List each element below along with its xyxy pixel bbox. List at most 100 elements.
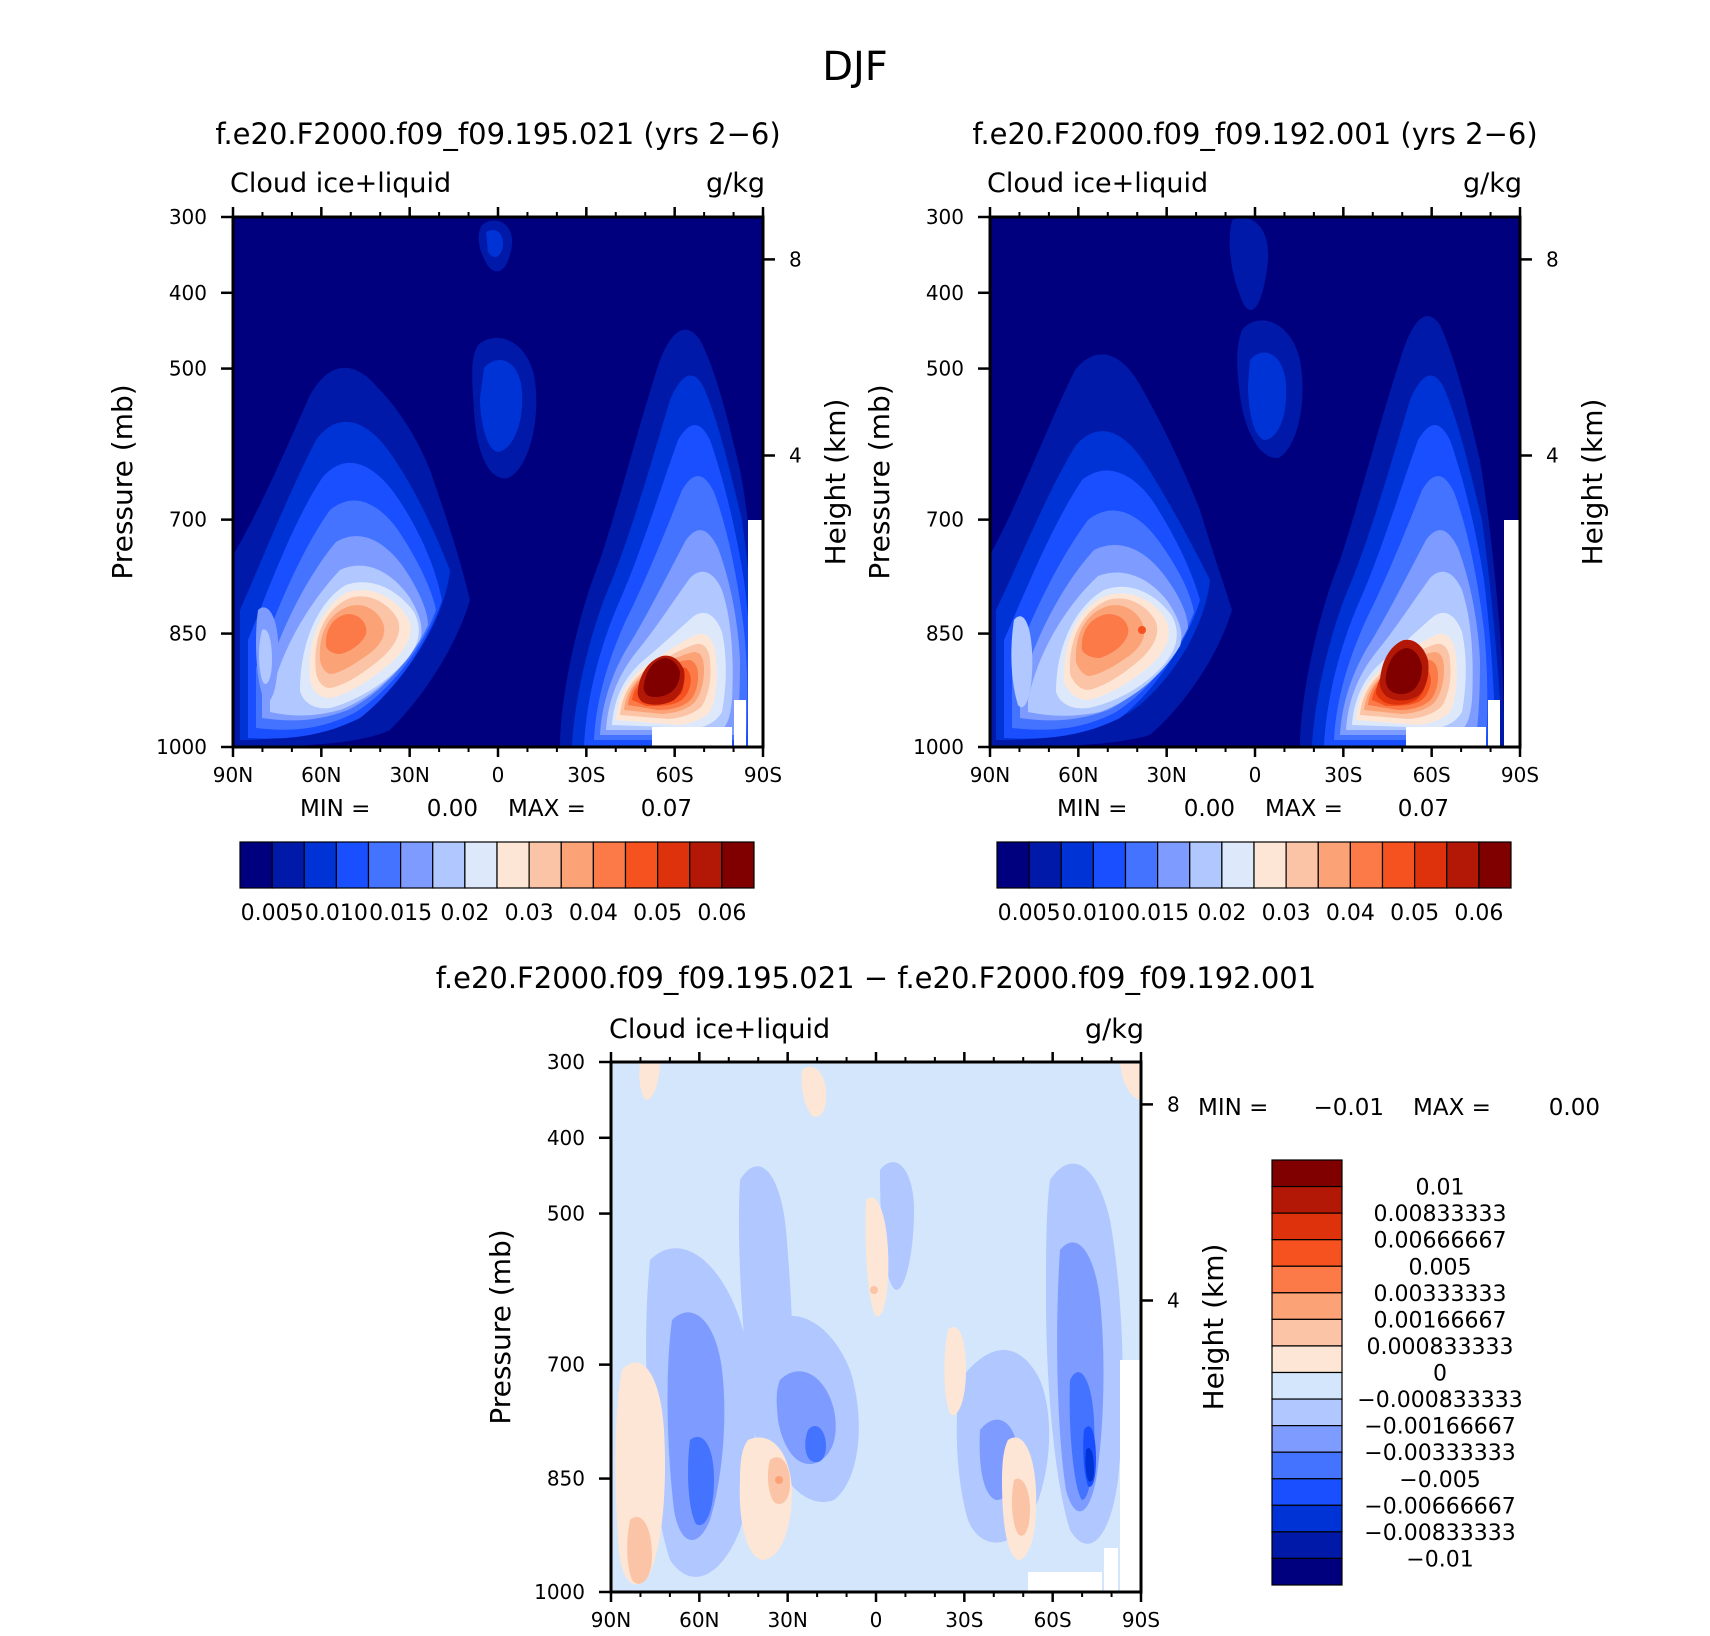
panel-3-y-tick-label: 300 [547,1050,585,1074]
panel-2-x-tick-label: 30S [1324,763,1362,787]
panel-2-title: f.e20.F2000.f09_f09.192.001 (yrs 2−6) [972,117,1537,151]
panel-2-min-value: 0.00 [1184,796,1235,822]
panel-1-colorbar-label: 0.05 [633,901,682,926]
panel-3-x-tick-label: 30N [767,1608,807,1632]
panel-3-y-axis-label: Pressure (mb) [484,1229,517,1424]
panel-2-colorbar-swatch [1317,841,1351,889]
panel-3-colorbar: 0.010.008333330.006666670.0050.003333330… [1271,1159,1523,1586]
panel-1-colorbar-swatch [464,841,498,889]
panel-1-colorbar-swatch [721,841,755,889]
panel-1-colorbar-swatch [624,841,659,889]
panel-3-colorbar-swatch [1271,1478,1343,1506]
panel-3-y-tick-label: 850 [547,1467,585,1491]
panel-2-colorbar-label: 0.02 [1197,901,1246,926]
panel-3-title: f.e20.F2000.f09_f09.195.021 − f.e20.F200… [436,961,1316,995]
panel-3-colorbar-swatch [1271,1212,1343,1241]
panel-2-colorbar-swatch [1157,841,1191,889]
panel-3-colorbar-swatch [1271,1292,1343,1320]
panel-3-max-value: 0.00 [1549,1095,1600,1121]
panel-1-colorbar-swatch [271,841,305,889]
panel-3-x-tick-label: 60N [679,1608,719,1632]
panel-3-x-tick-label: 90N [591,1608,631,1632]
panel-2-x-tick-label: 90S [1501,763,1539,787]
panel-3-colorbar-swatch [1271,1239,1343,1267]
panel-2-colorbar-label: 0.005 [998,901,1061,926]
panel-3-axes: 90N 60N 30N 0 30S 60S 90S 300 400 500 700 850 1000 8 4 [534,1050,1180,1632]
panel-3-colorbar-swatch [1271,1318,1343,1347]
panel-3-colorbar-swatch [1271,1531,1343,1560]
panel-2-max-value: 0.07 [1398,796,1449,822]
figure-title: DJF [822,44,888,90]
panel-2-x-tick-label: 30N [1146,763,1186,787]
panel-3-x-tick-label: 0 [870,1608,883,1632]
panel-3-y-tick-label: 500 [547,1202,585,1226]
panel-3-colorbar-label: −0.00166667 [1364,1415,1515,1440]
panel-1-y-tick-label: 1000 [156,735,207,759]
panel-2-x-tick-label: 0 [1249,763,1262,787]
panel-1-axes: 90N 60N 30N 0 30S 60S 90S 300 400 500 700 850 1000 8 4 [156,205,802,787]
panel-1-y-tick-label: 400 [169,281,207,305]
panel-2-colorbar-swatch [1221,841,1255,889]
panel-2-colorbar-swatch [1092,841,1127,889]
panel-1-colorbar: 0.005 0.010 0.015 0.02 0.03 0.04 0.05 0.06 [239,841,755,926]
panel-2-colorbar-swatch [996,841,1030,889]
panel-2-y-tick-label: 700 [926,508,964,532]
panel-3-colorbar-swatch [1271,1371,1343,1400]
panel-2-colorbar-label: 0.06 [1454,901,1503,926]
panel-1-y2-tick-label: 4 [789,444,802,468]
panel-2-y-tick-label: 850 [926,622,964,646]
panel-2-colorbar-label: 0.015 [1126,901,1189,926]
panel-3-units: g/kg [1085,1014,1144,1045]
panel-3-x-tick-label: 90S [1122,1608,1160,1632]
panel-3-colorbar-swatch [1271,1185,1343,1214]
panel-3-y-tick-label: 1000 [534,1580,585,1604]
panel-2-colorbar-label: 0.010 [1062,901,1125,926]
panel-3-y2-tick-label: 8 [1167,1092,1180,1116]
panel-1-colorbar-label: 0.015 [369,901,432,926]
panel-1-y-axis-label: Pressure (mb) [106,384,139,579]
panel-3-colorbar-swatch [1271,1398,1343,1427]
panel-3-variable: Cloud ice+liquid [609,1014,830,1045]
panel-2-colorbar-swatch [1446,841,1480,889]
panel-1: f.e20.F2000.f09_f09.195.021 (yrs 2−6) Cl… [106,117,852,926]
panel-1-max-label: MAX = [508,796,586,822]
panel-2-colorbar-label: 0.04 [1326,901,1375,926]
panel-3-colorbar-swatch [1271,1425,1343,1453]
panel-2-colorbar-swatch [1478,841,1512,889]
panel-3-min-label: MIN = [1198,1095,1268,1121]
panel-3-colorbar-label: 0.000833333 [1367,1335,1514,1360]
panel-2-axes: 90N 60N 30N 0 30S 60S 90S 300 400 500 700 850 1000 8 4 [913,205,1559,787]
panel-2-colorbar-swatch [1285,841,1319,889]
panel-2-colorbar: 0.005 0.010 0.015 0.02 0.03 0.04 0.05 0.06 [996,841,1512,926]
panel-2-units: g/kg [1463,168,1522,199]
panel-1-colorbar-swatch [335,841,370,889]
panel-2-y2-axis-label: Height (km) [1576,399,1609,566]
panel-1-colorbar-swatch [657,841,691,889]
panel-1-x-tick-label: 90N [213,763,253,787]
panel-3-y-tick-label: 700 [547,1353,585,1377]
panel-3-colorbar-swatch [1271,1451,1343,1480]
panel-3-colorbar-label: 0.01 [1416,1176,1465,1201]
panel-3-colorbar-swatch [1271,1557,1343,1586]
panel-3-colorbar-label: −0.00666667 [1364,1494,1515,1519]
panel-2-y-tick-label: 500 [926,357,964,381]
panel-3-colorbar-label: 0.00666667 [1374,1229,1507,1254]
panel-1-missing-data [652,727,732,747]
panel-1-x-tick-label: 60S [656,763,694,787]
panel-1-x-tick-label: 30N [389,763,429,787]
panel-2-missing-data [1406,727,1486,747]
panel-1-colorbar-swatch [239,841,273,889]
panel-3-colorbar-label: 0 [1433,1362,1447,1387]
panel-1-min-value: 0.00 [427,796,478,822]
panel-3-min-value: −0.01 [1314,1095,1384,1121]
panel-1-y2-tick-label: 8 [789,247,802,271]
panel-1-y-tick-label: 500 [169,357,207,381]
panel-1-colorbar-swatch [367,841,402,889]
panel-3: f.e20.F2000.f09_f09.195.021 − f.e20.F200… [436,961,1600,1632]
panel-1-x-tick-label: 60N [301,763,341,787]
panel-2-colorbar-label: 0.03 [1262,901,1311,926]
panel-1-colorbar-swatch [400,841,434,889]
panel-1-contour-field [233,217,763,747]
panel-1-colorbar-label: 0.02 [440,901,489,926]
panel-3-colorbar-swatch [1271,1265,1343,1294]
